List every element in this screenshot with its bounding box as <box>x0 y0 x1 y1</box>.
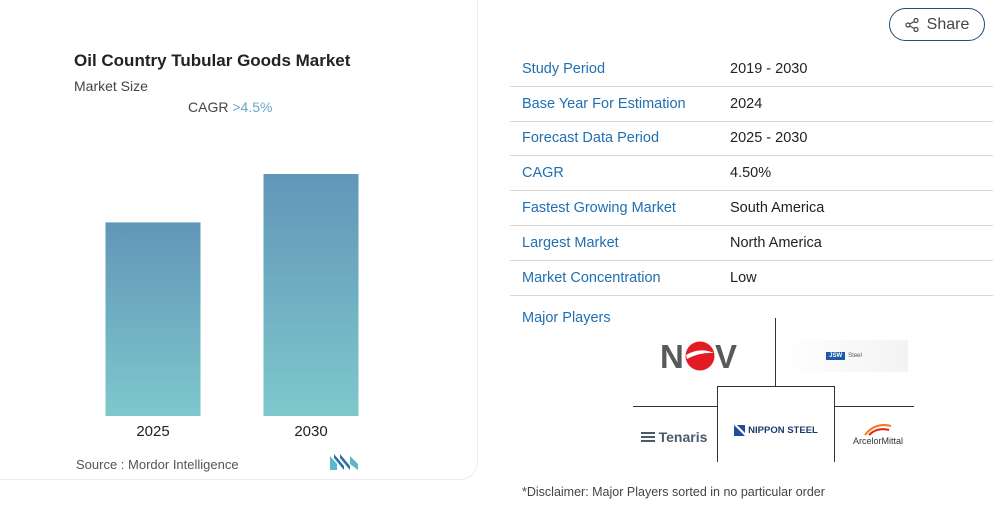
cagr-label-text: CAGR <box>188 99 229 115</box>
bar-2025 <box>105 222 201 416</box>
divider-line <box>834 386 835 462</box>
row-key[interactable]: Study Period <box>522 60 606 77</box>
row-value: South America <box>730 200 825 217</box>
tenaris-logo: Tenaris <box>636 422 712 452</box>
jsw-steel-text: Steel <box>848 353 862 359</box>
tenaris-icon <box>640 432 655 442</box>
row-key[interactable]: CAGR <box>522 165 564 182</box>
nippon-steel-logo: NIPPON STEEL <box>722 418 830 442</box>
share-label: Share <box>926 15 970 33</box>
market-size-chart: 2025 2030 <box>105 174 359 440</box>
chart-card <box>0 0 478 480</box>
divider-line <box>717 386 835 387</box>
x-tick-label: 2030 <box>294 423 327 440</box>
row-value: 4.50% <box>730 165 772 182</box>
arcelormittal-logo: ArcelorMittal <box>842 418 914 450</box>
row-key[interactable]: Market Concentration <box>522 269 661 286</box>
nippon-steel-text: NIPPON STEEL <box>748 424 818 436</box>
nov-letter-n: N <box>660 339 683 373</box>
jsw-badge: JSW <box>826 352 846 360</box>
nippon-steel-icon <box>734 424 746 436</box>
divider-line <box>834 406 914 407</box>
nov-letter-v: V <box>715 339 737 373</box>
divider-line <box>775 318 776 386</box>
arcelormittal-icon <box>864 424 892 436</box>
market-info-table: Study Period 2019 - 2030 Base Year For E… <box>510 52 993 296</box>
mordor-intelligence-logo <box>330 454 358 470</box>
x-tick-label: 2025 <box>136 423 169 440</box>
table-row: Study Period 2019 - 2030 <box>510 52 993 87</box>
table-row: Fastest Growing Market South America <box>510 191 993 226</box>
divider-line <box>717 386 718 462</box>
row-key[interactable]: Largest Market <box>522 234 619 251</box>
table-row: Market Concentration Low <box>510 261 993 296</box>
nov-swoosh <box>686 350 714 359</box>
cagr-label: CAGR >4.5% <box>188 99 272 115</box>
row-key[interactable]: Base Year For Estimation <box>522 95 686 112</box>
arcelormittal-text: ArcelorMittal <box>852 436 903 446</box>
major-players-label[interactable]: Major Players <box>522 310 611 326</box>
bar-2030 <box>263 174 359 416</box>
row-key[interactable]: Fastest Growing Market <box>522 200 676 217</box>
row-value: 2024 <box>730 95 763 112</box>
table-row: CAGR 4.50% <box>510 156 993 192</box>
chart-title: Oil Country Tubular Goods Market <box>74 51 351 70</box>
share-button[interactable]: Share <box>889 8 985 41</box>
share-icon <box>905 17 919 32</box>
chart-source: Source : Mordor Intelligence <box>76 457 239 472</box>
row-value: North America <box>730 234 822 251</box>
table-row: Largest Market North America <box>510 226 993 261</box>
nov-circle <box>685 341 715 371</box>
table-row: Base Year For Estimation 2024 <box>510 87 993 122</box>
disclaimer-text: *Disclaimer: Major Players sorted in no … <box>522 485 825 499</box>
major-players-diagram: N V JSW Steel Tenaris NIPPON STEEL A <box>630 318 920 466</box>
jsw-steel-logo: JSW Steel <box>780 340 908 372</box>
row-key[interactable]: Forecast Data Period <box>522 130 660 147</box>
nov-logo: N V <box>660 336 744 376</box>
row-value: 2025 - 2030 <box>730 130 808 147</box>
cagr-value: >4.5% <box>232 99 273 115</box>
chart-subtitle: Market Size <box>74 78 148 94</box>
divider-line <box>633 406 717 407</box>
nov-logo-mark: N V <box>660 339 737 373</box>
row-value: 2019 - 2030 <box>730 60 808 77</box>
row-value: Low <box>730 269 757 286</box>
table-row: Forecast Data Period 2025 - 2030 <box>510 122 993 157</box>
tenaris-text: Tenaris <box>658 429 708 445</box>
